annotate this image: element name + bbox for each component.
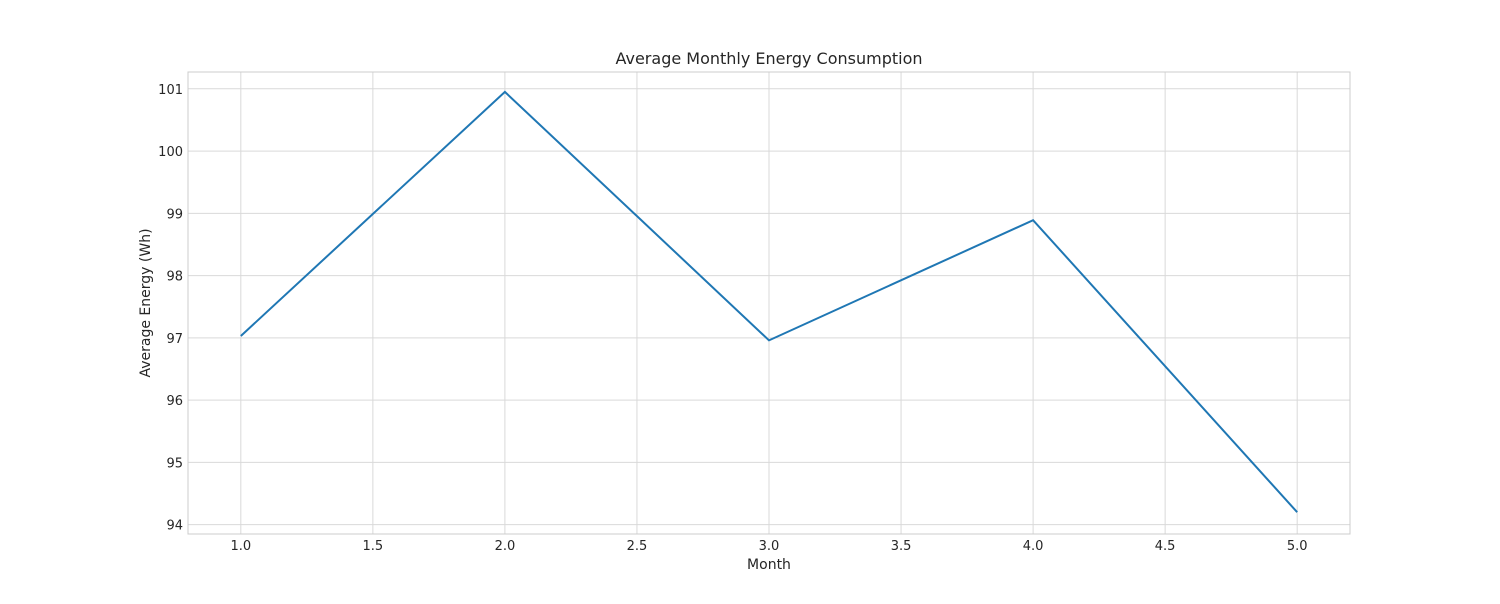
y-tick-label: 101 xyxy=(158,83,183,98)
x-tick-label: 3.0 xyxy=(759,539,780,554)
x-tick-label: 2.5 xyxy=(627,539,648,554)
x-axis-label: Month xyxy=(747,557,791,573)
y-tick-label: 94 xyxy=(166,519,183,534)
y-tick-label: 98 xyxy=(166,270,183,285)
series-line xyxy=(240,90,1298,513)
grid-lines xyxy=(188,72,1350,534)
y-tick-label: 99 xyxy=(166,207,183,222)
x-tick-label: 2.0 xyxy=(495,539,516,554)
y-axis-label: Average Energy (Wh) xyxy=(138,228,154,377)
y-tick-label: 97 xyxy=(166,332,183,347)
x-tick-label: 4.0 xyxy=(1023,539,1044,554)
y-tick-label: 95 xyxy=(166,456,183,471)
chart-title: Average Monthly Energy Consumption xyxy=(615,49,922,68)
x-tick-labels: 1.0 1.5 2.0 2.5 3.0 3.5 4.0 4.5 5.0 xyxy=(230,539,1307,554)
series-layer xyxy=(240,90,1298,513)
x-tick-label: 1.5 xyxy=(363,539,384,554)
x-tick-label: 1.0 xyxy=(230,539,251,554)
y-tick-labels: 94 95 96 97 98 99 100 101 xyxy=(158,83,183,534)
plot-frame xyxy=(187,71,1351,535)
y-tick-label: 100 xyxy=(158,145,183,160)
x-tick-label: 4.5 xyxy=(1155,539,1176,554)
x-tick-label: 3.5 xyxy=(891,539,912,554)
x-tick-label: 5.0 xyxy=(1287,539,1308,554)
y-tick-label: 96 xyxy=(166,394,183,409)
